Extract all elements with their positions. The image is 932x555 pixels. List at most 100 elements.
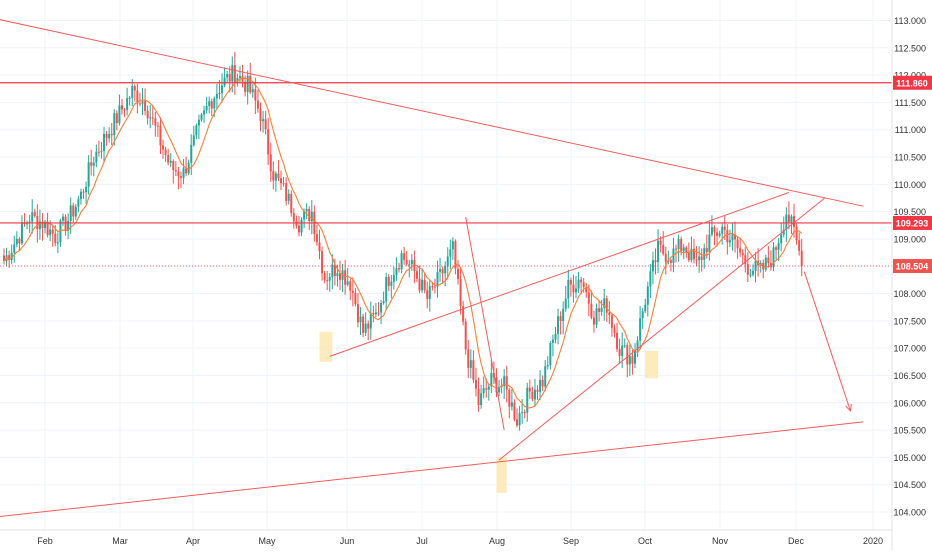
candle-down (46, 221, 49, 236)
candle-up (710, 227, 713, 235)
candle-up (446, 256, 449, 267)
candle-down (405, 259, 408, 265)
time-tick-label: Jul (416, 536, 428, 546)
candle-down (454, 241, 457, 269)
candle-down (582, 282, 585, 287)
candle-down (462, 306, 465, 322)
candle-up (439, 269, 442, 272)
candle-down (167, 154, 170, 163)
candle-down (267, 129, 270, 155)
grid-layer (0, 0, 892, 530)
candle-up (564, 298, 567, 309)
candle-down (264, 119, 267, 130)
candle-down (795, 226, 798, 241)
candle-down (605, 298, 608, 313)
candle-up (287, 193, 290, 201)
trendline (465, 217, 505, 431)
candle-down (616, 332, 619, 350)
candle-up (503, 376, 506, 386)
price-label-text: 109.293 (896, 218, 929, 228)
candle-down (626, 345, 629, 365)
candle-up (562, 308, 565, 321)
candle-up (346, 281, 349, 285)
candle-up (400, 253, 403, 270)
candle-up (359, 316, 362, 323)
candle-down (259, 108, 262, 122)
candle-up (20, 222, 23, 244)
candle-down (472, 360, 475, 380)
candle-down (433, 286, 436, 288)
candle-down (418, 278, 421, 291)
candle-down (136, 90, 139, 104)
candle-down (292, 213, 295, 222)
candle-down (705, 248, 708, 253)
candle-down (138, 103, 141, 105)
price-axis[interactable]: 104.000 104.500 105.000 105.500 106.000 106.5… (893, 16, 926, 518)
candle-down (164, 149, 167, 155)
candle-down (362, 316, 365, 333)
candle-up (87, 162, 90, 187)
candle-down (610, 315, 613, 328)
candle-down (662, 244, 665, 254)
candle-up (77, 199, 80, 207)
candle-up (100, 151, 103, 153)
trendline (498, 197, 826, 461)
candle-up (682, 247, 685, 252)
candle-up (203, 110, 206, 115)
price-tick-label: 104.500 (893, 480, 926, 490)
candle-up (95, 151, 98, 163)
price-label-text: 111.860 (896, 78, 928, 88)
candle-down (736, 239, 739, 249)
candle-up (331, 264, 334, 278)
candle-up (785, 214, 788, 230)
candle-down (716, 232, 719, 236)
candle-up (328, 277, 331, 281)
candle-up (633, 350, 636, 364)
candle-down (675, 248, 678, 250)
candle-up (305, 208, 308, 212)
candle-down (569, 279, 572, 285)
candle-up (67, 220, 70, 231)
candle-down (233, 65, 236, 83)
candle-up (56, 242, 59, 244)
candle-down (590, 303, 593, 318)
candle-down (787, 214, 790, 223)
time-axis[interactable]: Feb Mar Apr May Jun Jul Aug Sep Oct Nov Dec 2020 (37, 536, 883, 546)
candle-down (695, 259, 698, 261)
candle-up (754, 260, 757, 271)
time-tick-label: May (258, 536, 276, 546)
candle-up (728, 240, 731, 243)
candle-up (385, 276, 388, 302)
time-tick-label: 2020 (863, 536, 883, 546)
candle-up (226, 74, 229, 78)
candle-up (236, 78, 239, 83)
candle-down (459, 279, 462, 307)
candle-up (26, 223, 29, 225)
forecast-arrow-line (803, 271, 851, 412)
candle-up (782, 229, 785, 235)
candle-up (390, 281, 393, 286)
candle-up (421, 279, 424, 291)
price-tick-label: 106.500 (893, 371, 926, 381)
trendline (329, 192, 790, 357)
candle-up (639, 318, 642, 341)
candle-down (244, 81, 247, 92)
candle-up (192, 135, 195, 145)
time-tick-label: Aug (489, 536, 505, 546)
candle-up (310, 211, 313, 222)
price-tick-label: 107.500 (893, 316, 926, 326)
trendlines-layer (0, 19, 892, 517)
candle-down (351, 290, 354, 293)
candle-down (356, 304, 359, 323)
candle-up (551, 339, 554, 343)
candle-down (162, 145, 165, 150)
candle-up (187, 162, 190, 174)
candle-up (10, 252, 13, 261)
candle-down (536, 389, 539, 392)
candle-down (692, 248, 695, 260)
candle-down (349, 281, 352, 291)
candle-down (277, 173, 280, 179)
candle-up (731, 234, 734, 241)
